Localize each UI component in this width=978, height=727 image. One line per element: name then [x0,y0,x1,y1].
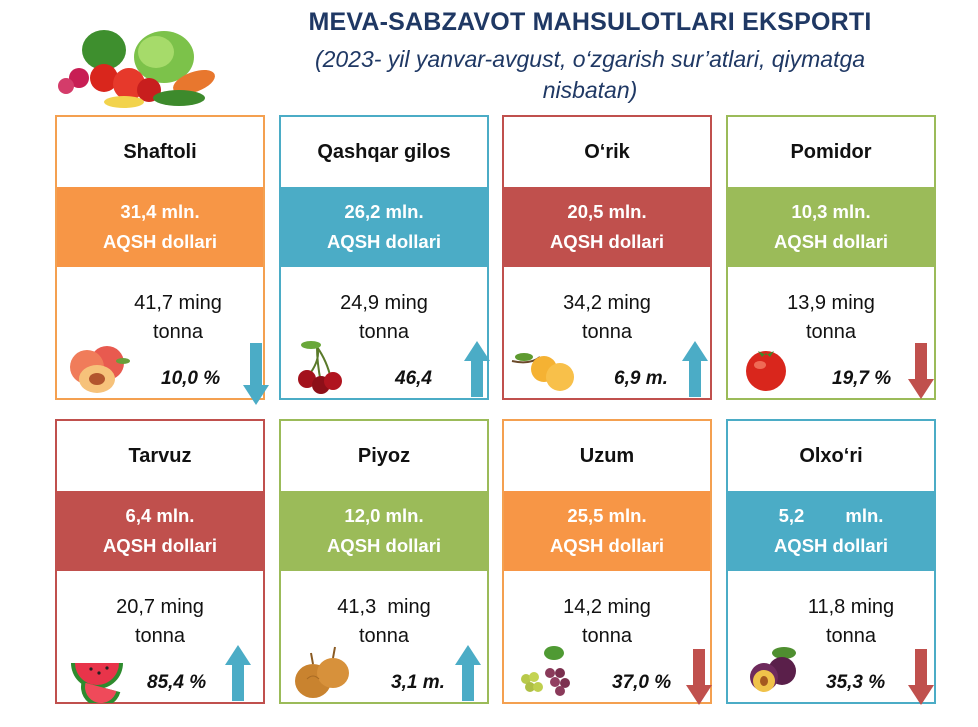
value-band: 5,2 mln. AQSH dollari [728,491,934,571]
value-band: 6,4 mln. AQSH dollari [57,491,263,571]
subtitle-line-2: nisbatan) [542,77,638,103]
arrow-down-icon [908,343,934,399]
card-piyoz: Piyoz 12,0 mln. AQSH dollari 41,3 ming t… [279,419,489,704]
value-band: 25,5 mln. AQSH dollari [504,491,710,571]
subtitle-line-1: (2023- yil yanvar-avgust, o‘zgarish sur’… [314,46,866,72]
quantity-unit: tonna [805,321,857,343]
quantity-value: 41,7 ming [134,292,222,314]
cherry-icon [298,341,342,394]
card-qashqar-gilos: Qashqar gilos 26,2 mln. AQSH dollari 24,… [279,115,490,400]
apricot-icon [511,353,574,391]
value-currency: AQSH dollari [549,535,665,556]
quantity: 20,7 ming tonna [57,593,263,651]
arrow-down-icon [243,343,269,405]
quantity: 41,3 ming tonna [281,593,487,651]
arrow-up-icon [225,645,251,701]
quantity-value: 14,2 ming [563,596,651,618]
quantity: 14,2 ming tonna [504,593,710,651]
peach-icon [70,346,130,393]
value-band: 10,3 mln. AQSH dollari [728,187,934,267]
card-olxori: Olxo‘ri 5,2 mln. AQSH dollari 11,8 ming … [726,419,936,705]
value-band: 20,5 mln. AQSH dollari [504,187,710,267]
quantity: 24,9 ming tonna [281,289,487,347]
quantity-value: 24,9 ming [340,292,428,314]
card-uzum: Uzum 25,5 mln. AQSH dollari 14,2 ming to… [502,419,712,705]
change-value: 19,7 % [832,368,892,389]
card-shaftoli: Shaftoli 31,4 mln. AQSH dollari 41,7 min… [55,115,269,405]
value-amount: 5,2 mln. [778,505,884,526]
card-orik: O‘rik 20,5 mln. AQSH dollari 34,2 ming t… [502,115,712,400]
card-title: Qashqar gilos [317,140,451,163]
value-currency: AQSH dollari [326,231,442,252]
card-title: Piyoz [357,444,411,467]
value-amount: 20,5 mln. [567,201,647,222]
change-value: 85,4 % [147,672,207,693]
quantity: 41,7 ming tonna [75,289,281,347]
quantity-unit: tonna [358,625,410,647]
quantity: 13,9 ming tonna [728,289,934,347]
arrow-up-icon [455,645,481,701]
value-currency: AQSH dollari [773,231,889,252]
quantity: 11,8 ming tonna [748,593,954,651]
value-currency: AQSH dollari [773,535,889,556]
change-value: 3,1 m. [391,672,445,693]
card-tarvuz: Tarvuz 6,4 mln. AQSH dollari 20,7 ming t… [55,419,265,704]
arrow-down-icon [908,649,934,705]
change-value: 37,0 % [612,672,672,693]
value-currency: AQSH dollari [549,231,665,252]
quantity-unit: tonna [358,321,410,343]
value-amount: 31,4 mln. [120,201,200,222]
quantity-value: 34,2 ming [563,292,651,314]
card-title: Tarvuz [128,444,192,467]
value-amount: 25,5 mln. [567,505,647,526]
card-title: Uzum [579,444,635,467]
quantity-value: 41,3 ming [337,596,431,618]
value-currency: AQSH dollari [102,231,218,252]
card-title: Pomidor [790,140,872,163]
value-amount: 26,2 mln. [344,201,424,222]
watermelon-icon [71,663,123,703]
change-value: 46,4 [395,368,432,389]
quantity-value: 13,9 ming [787,292,875,314]
value-currency: AQSH dollari [326,535,442,556]
value-band: 12,0 mln. AQSH dollari [281,491,487,571]
plum-icon [750,647,796,692]
value-band: 31,4 mln. AQSH dollari [57,187,263,267]
change-value: 10,0 % [161,368,221,389]
card-title: O‘rik [584,140,630,163]
change-value: 6,9 m. [614,368,668,389]
onion-icon [295,646,349,698]
vegetables-illustration [58,30,215,108]
arrow-up-icon [464,341,490,397]
quantity-unit: tonna [152,321,204,343]
quantity-unit: tonna [581,625,633,647]
card-title: Shaftoli [123,140,197,163]
value-amount: 10,3 mln. [791,201,871,222]
grapes-icon [521,646,570,696]
page-subtitle: (2023- yil yanvar-avgust, o‘zgarish sur’… [240,44,940,106]
quantity-unit: tonna [134,625,186,647]
value-amount: 6,4 mln. [125,505,195,526]
value-currency: AQSH dollari [102,535,218,556]
quantity-value: 20,7 ming [116,596,204,618]
value-amount: 12,0 mln. [344,505,424,526]
quantity-value: 11,8 ming [807,596,895,618]
card-pomidor: Pomidor 10,3 mln. AQSH dollari 13,9 ming… [726,115,936,400]
quantity-unit: tonna [825,625,877,647]
card-title: Olxo‘ri [799,444,863,467]
page-title: MEVA-SABZAVOT MAHSULOTLARI EKSPORTI [308,8,872,36]
quantity-unit: tonna [581,321,633,343]
change-value: 35,3 % [826,672,886,693]
arrow-up-icon [682,341,708,397]
quantity: 34,2 ming tonna [504,289,710,347]
value-band: 26,2 mln. AQSH dollari [281,187,487,267]
tomato-icon [746,351,786,391]
arrow-down-icon [686,649,712,705]
